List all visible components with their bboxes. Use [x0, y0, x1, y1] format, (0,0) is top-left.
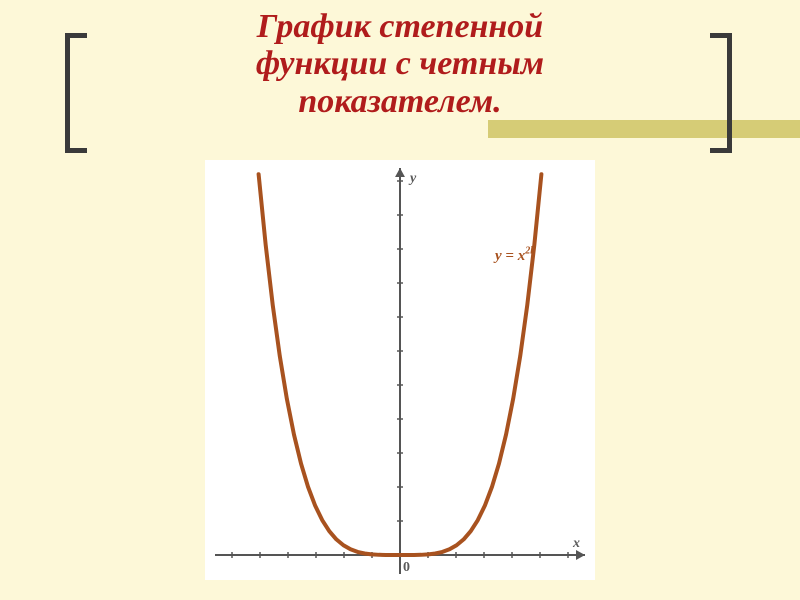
title-line-2: функции с четным	[256, 45, 544, 82]
svg-text:x: x	[572, 536, 580, 551]
slide-title: График степенной функции с четным показа…	[0, 8, 800, 120]
power-function-chart: y x 0 y = x2k	[205, 160, 595, 580]
accent-bar	[488, 120, 800, 138]
svg-text:0: 0	[403, 560, 410, 575]
svg-text:y: y	[408, 171, 417, 186]
slide: График степенной функции с четным показа…	[0, 0, 800, 600]
title-line-3: показателем.	[298, 83, 501, 120]
function-label: y = x2k	[493, 245, 535, 264]
title-line-1: График степенной	[257, 8, 543, 45]
chart-panel: y x 0 y = x2k	[205, 160, 595, 580]
